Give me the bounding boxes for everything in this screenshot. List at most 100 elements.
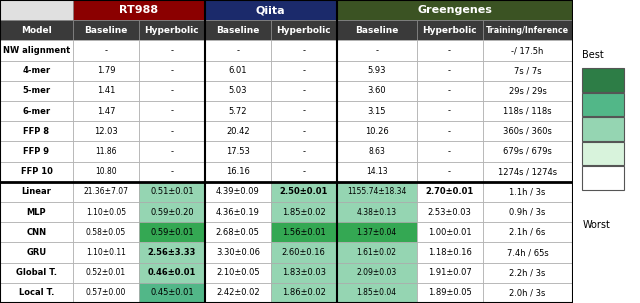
Text: 1274s / 1274s: 1274s / 1274s xyxy=(498,167,557,176)
Bar xyxy=(139,182,205,202)
Text: 1.00±0.01: 1.00±0.01 xyxy=(428,228,472,237)
Bar xyxy=(337,0,573,20)
Text: Worst: Worst xyxy=(582,220,611,230)
Bar xyxy=(483,283,573,303)
Text: 0.58±0.05: 0.58±0.05 xyxy=(86,228,126,237)
Text: 17.53: 17.53 xyxy=(226,147,250,156)
Text: -/ 17.5h: -/ 17.5h xyxy=(511,46,544,55)
Text: 0.51±0.01: 0.51±0.01 xyxy=(150,187,194,196)
Text: 2.53±0.03: 2.53±0.03 xyxy=(428,208,472,217)
Text: -: - xyxy=(170,147,173,156)
Bar xyxy=(73,0,205,20)
Text: -: - xyxy=(302,66,305,75)
Text: Baseline: Baseline xyxy=(216,26,259,35)
Text: 4.39±0.09: 4.39±0.09 xyxy=(216,187,260,196)
Bar xyxy=(417,61,483,81)
Bar xyxy=(73,20,139,40)
Text: GRU: GRU xyxy=(26,248,47,257)
Bar xyxy=(139,202,205,222)
Bar xyxy=(73,182,139,202)
Text: Hyperbolic: Hyperbolic xyxy=(145,26,199,35)
Bar xyxy=(0,0,73,20)
Text: Training/Inference: Training/Inference xyxy=(486,26,569,35)
Text: 1.10±0.05: 1.10±0.05 xyxy=(86,208,126,217)
Bar xyxy=(0,283,73,303)
Text: -: - xyxy=(302,107,305,116)
Bar xyxy=(417,161,483,182)
Text: 1.10±0.11: 1.10±0.11 xyxy=(86,248,126,257)
Bar xyxy=(337,222,417,242)
Text: 679s / 679s: 679s / 679s xyxy=(503,147,552,156)
Text: 2.1h / 6s: 2.1h / 6s xyxy=(509,228,546,237)
Text: Qiita: Qiita xyxy=(256,5,285,15)
Bar xyxy=(0,161,73,182)
Text: 3.60: 3.60 xyxy=(367,86,386,95)
Bar xyxy=(582,93,624,116)
Text: 5.72: 5.72 xyxy=(228,107,247,116)
Text: 360s / 360s: 360s / 360s xyxy=(503,127,552,136)
Bar xyxy=(337,283,417,303)
Bar xyxy=(337,263,417,283)
Text: 1.1h / 3s: 1.1h / 3s xyxy=(509,187,546,196)
Bar xyxy=(417,121,483,142)
Text: 2.09±0.03: 2.09±0.03 xyxy=(356,268,397,277)
Bar xyxy=(582,166,624,190)
Bar xyxy=(483,161,573,182)
Text: Model: Model xyxy=(21,26,52,35)
Text: 2.42±0.02: 2.42±0.02 xyxy=(216,288,260,298)
Bar xyxy=(417,182,483,202)
Text: -: - xyxy=(170,127,173,136)
Text: 11.86: 11.86 xyxy=(95,147,116,156)
Text: 0.52±0.01: 0.52±0.01 xyxy=(86,268,126,277)
Bar xyxy=(73,242,139,263)
Bar xyxy=(139,142,205,161)
Text: 0.46±0.01: 0.46±0.01 xyxy=(148,268,196,277)
Bar xyxy=(417,20,483,40)
Bar xyxy=(271,161,337,182)
Text: -: - xyxy=(448,46,451,55)
Text: 4.38±0.13: 4.38±0.13 xyxy=(356,208,397,217)
Bar xyxy=(139,20,205,40)
Text: NW alignment: NW alignment xyxy=(3,46,70,55)
Text: -: - xyxy=(170,46,173,55)
Text: 1.18±0.16: 1.18±0.16 xyxy=(428,248,472,257)
Bar xyxy=(483,40,573,61)
Text: 1.41: 1.41 xyxy=(97,86,115,95)
Text: -: - xyxy=(170,107,173,116)
Text: 2.70±0.01: 2.70±0.01 xyxy=(426,187,474,196)
Text: 1.47: 1.47 xyxy=(97,107,115,116)
Text: -: - xyxy=(104,46,108,55)
Bar xyxy=(483,61,573,81)
Text: -: - xyxy=(448,167,451,176)
Bar xyxy=(73,202,139,222)
Bar xyxy=(205,202,271,222)
Bar xyxy=(337,61,417,81)
Bar xyxy=(337,101,417,121)
Text: 1.85±0.04: 1.85±0.04 xyxy=(356,288,397,298)
Bar xyxy=(271,263,337,283)
Bar xyxy=(73,263,139,283)
Text: 14.13: 14.13 xyxy=(366,167,387,176)
Text: 1.37±0.04: 1.37±0.04 xyxy=(356,228,397,237)
Text: 21.36±7.07: 21.36±7.07 xyxy=(83,187,129,196)
Text: 2.68±0.05: 2.68±0.05 xyxy=(216,228,260,237)
Text: 2.56±3.33: 2.56±3.33 xyxy=(148,248,196,257)
Bar xyxy=(0,81,73,101)
Text: Hyperbolic: Hyperbolic xyxy=(422,26,477,35)
Bar xyxy=(139,263,205,283)
Bar xyxy=(139,101,205,121)
Bar xyxy=(0,121,73,142)
Bar xyxy=(483,142,573,161)
Bar xyxy=(73,101,139,121)
Bar xyxy=(205,263,271,283)
Text: 5.03: 5.03 xyxy=(228,86,247,95)
Bar xyxy=(73,40,139,61)
Bar xyxy=(483,121,573,142)
Text: 7.4h / 65s: 7.4h / 65s xyxy=(507,248,548,257)
Bar xyxy=(205,101,271,121)
Bar xyxy=(0,263,73,283)
Text: 2.50±0.01: 2.50±0.01 xyxy=(280,187,328,196)
Bar xyxy=(0,101,73,121)
Text: -: - xyxy=(375,46,378,55)
Text: 1.91±0.07: 1.91±0.07 xyxy=(428,268,472,277)
